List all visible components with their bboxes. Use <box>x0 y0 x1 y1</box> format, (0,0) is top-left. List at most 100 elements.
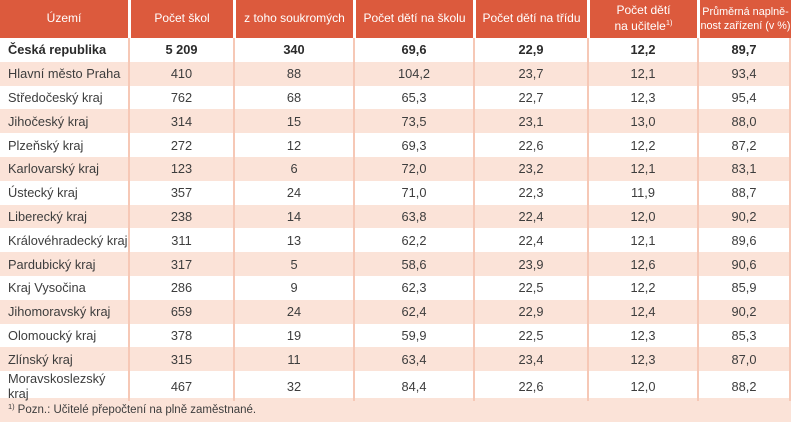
value-cell: 12,0 <box>587 371 697 402</box>
value-cell: 467 <box>128 371 233 402</box>
value-cell: 83,1 <box>697 156 791 181</box>
table-row: Ústecký kraj 357 24 71,0 22,3 11,9 88,7 <box>0 180 791 205</box>
value-cell: 63,8 <box>353 204 473 229</box>
value-cell: 95,4 <box>697 85 791 110</box>
value-cell: 90,6 <box>697 252 791 276</box>
value-cell: 90,2 <box>697 299 791 324</box>
region-cell: Zlínský kraj <box>8 351 73 367</box>
value-cell: 87,0 <box>697 347 791 372</box>
value-cell: 317 <box>128 252 233 276</box>
region-cell: Pardubický kraj <box>8 256 96 272</box>
table-row: Olomoucký kraj 378 19 59,9 22,5 12,3 85,3 <box>0 323 791 348</box>
table-row: Česká republika 5 209 340 69,6 22,9 12,2 89,7 <box>0 38 791 62</box>
value-cell: 22,7 <box>473 85 587 110</box>
column-header-pocet-deti-na-skolu: Počet dětí na školu <box>353 0 473 38</box>
value-cell: 12,3 <box>587 323 697 348</box>
region-cell: Česká republika <box>8 42 107 58</box>
value-cell: 22,5 <box>473 275 587 300</box>
column-header-label: z toho soukromých <box>244 11 345 26</box>
value-cell: 88 <box>233 61 353 86</box>
value-cell: 22,5 <box>473 323 587 348</box>
value-cell: 12,2 <box>587 133 697 157</box>
value-cell: 23,1 <box>473 109 587 134</box>
value-cell: 23,4 <box>473 347 587 372</box>
value-cell: 104,2 <box>353 61 473 86</box>
value-cell: 84,4 <box>353 371 473 402</box>
column-header-line1: Počet dětí <box>616 3 671 18</box>
value-cell: 22,6 <box>473 371 587 402</box>
column-header-line2: na učitele1) <box>614 18 673 33</box>
table-row: Pardubický kraj 317 5 58,6 23,9 12,6 90,6 <box>0 252 791 276</box>
table-row: Karlovarský kraj 123 6 72,0 23,2 12,1 83,1 <box>0 156 791 181</box>
column-header-prumerna-naplnenost: Průměrná naplně- nost zařízení (v %) <box>697 0 791 38</box>
value-cell: 12,1 <box>587 156 697 181</box>
value-cell: 12,1 <box>587 61 697 86</box>
value-cell: 22,9 <box>473 38 587 62</box>
region-cell: Středočeský kraj <box>8 89 103 105</box>
value-cell: 311 <box>128 228 233 253</box>
column-header-pocet-skol: Počet škol <box>128 0 233 38</box>
value-cell: 24 <box>233 299 353 324</box>
footnote-marker: 1) <box>665 18 673 27</box>
value-cell: 5 <box>233 252 353 276</box>
value-cell: 13,0 <box>587 109 697 134</box>
value-cell: 13 <box>233 228 353 253</box>
column-header-pocet-deti-na-tridu: Počet dětí na třídu <box>473 0 587 38</box>
value-cell: 62,3 <box>353 275 473 300</box>
region-cell: Hlavní město Praha <box>8 66 121 82</box>
value-cell: 62,2 <box>353 228 473 253</box>
value-cell: 12,2 <box>587 275 697 300</box>
table-header: Území Počet škol z toho soukromých Počet… <box>0 0 791 38</box>
value-cell: 85,9 <box>697 275 791 300</box>
region-cell: Jihočeský kraj <box>8 113 89 129</box>
table-row: Liberecký kraj 238 14 63,8 22,4 12,0 90,2 <box>0 204 791 229</box>
region-cell: Liberecký kraj <box>8 208 87 224</box>
value-cell: 93,4 <box>697 61 791 86</box>
column-header-uzemi: Území <box>0 0 128 38</box>
region-cell: Ústecký kraj <box>8 185 78 201</box>
value-cell: 12,2 <box>587 38 697 62</box>
table-row: Jihomoravský kraj 659 24 62,4 22,9 12,4 90,2 <box>0 299 791 324</box>
value-cell: 5 209 <box>128 38 233 62</box>
value-cell: 59,9 <box>353 323 473 348</box>
value-cell: 73,5 <box>353 109 473 134</box>
value-cell: 72,0 <box>353 156 473 181</box>
value-cell: 272 <box>128 133 233 157</box>
value-cell: 88,7 <box>697 180 791 205</box>
value-cell: 14 <box>233 204 353 229</box>
value-cell: 87,2 <box>697 133 791 157</box>
value-cell: 11 <box>233 347 353 372</box>
value-cell: 22,9 <box>473 299 587 324</box>
value-cell: 762 <box>128 85 233 110</box>
value-cell: 69,3 <box>353 133 473 157</box>
column-header-label: Počet škol <box>154 11 210 26</box>
table-row: Jihočeský kraj 314 15 73,5 23,1 13,0 88,0 <box>0 109 791 134</box>
value-cell: 23,9 <box>473 252 587 276</box>
value-cell: 89,6 <box>697 228 791 253</box>
table-row: Hlavní město Praha 410 88 104,2 23,7 12,1 93,4 <box>0 61 791 86</box>
value-cell: 88,0 <box>697 109 791 134</box>
footnote-text: Pozn.: Učitelé přepočtení na plně zaměst… <box>17 403 257 416</box>
value-cell: 22,4 <box>473 228 587 253</box>
value-cell: 23,2 <box>473 156 587 181</box>
value-cell: 32 <box>233 371 353 402</box>
value-cell: 68 <box>233 85 353 110</box>
value-cell: 9 <box>233 275 353 300</box>
value-cell: 286 <box>128 275 233 300</box>
region-cell: Moravskoslezský kraj <box>8 371 106 402</box>
value-cell: 12,6 <box>587 252 697 276</box>
value-cell: 22,4 <box>473 204 587 229</box>
value-cell: 69,6 <box>353 38 473 62</box>
value-cell: 62,4 <box>353 299 473 324</box>
value-cell: 12,3 <box>587 85 697 110</box>
value-cell: 378 <box>128 323 233 348</box>
value-cell: 357 <box>128 180 233 205</box>
value-cell: 315 <box>128 347 233 372</box>
value-cell: 24 <box>233 180 353 205</box>
value-cell: 12 <box>233 133 353 157</box>
value-cell: 123 <box>128 156 233 181</box>
column-header-z-toho-soukromych: z toho soukromých <box>233 0 353 38</box>
value-cell: 85,3 <box>697 323 791 348</box>
value-cell: 65,3 <box>353 85 473 110</box>
value-cell: 659 <box>128 299 233 324</box>
